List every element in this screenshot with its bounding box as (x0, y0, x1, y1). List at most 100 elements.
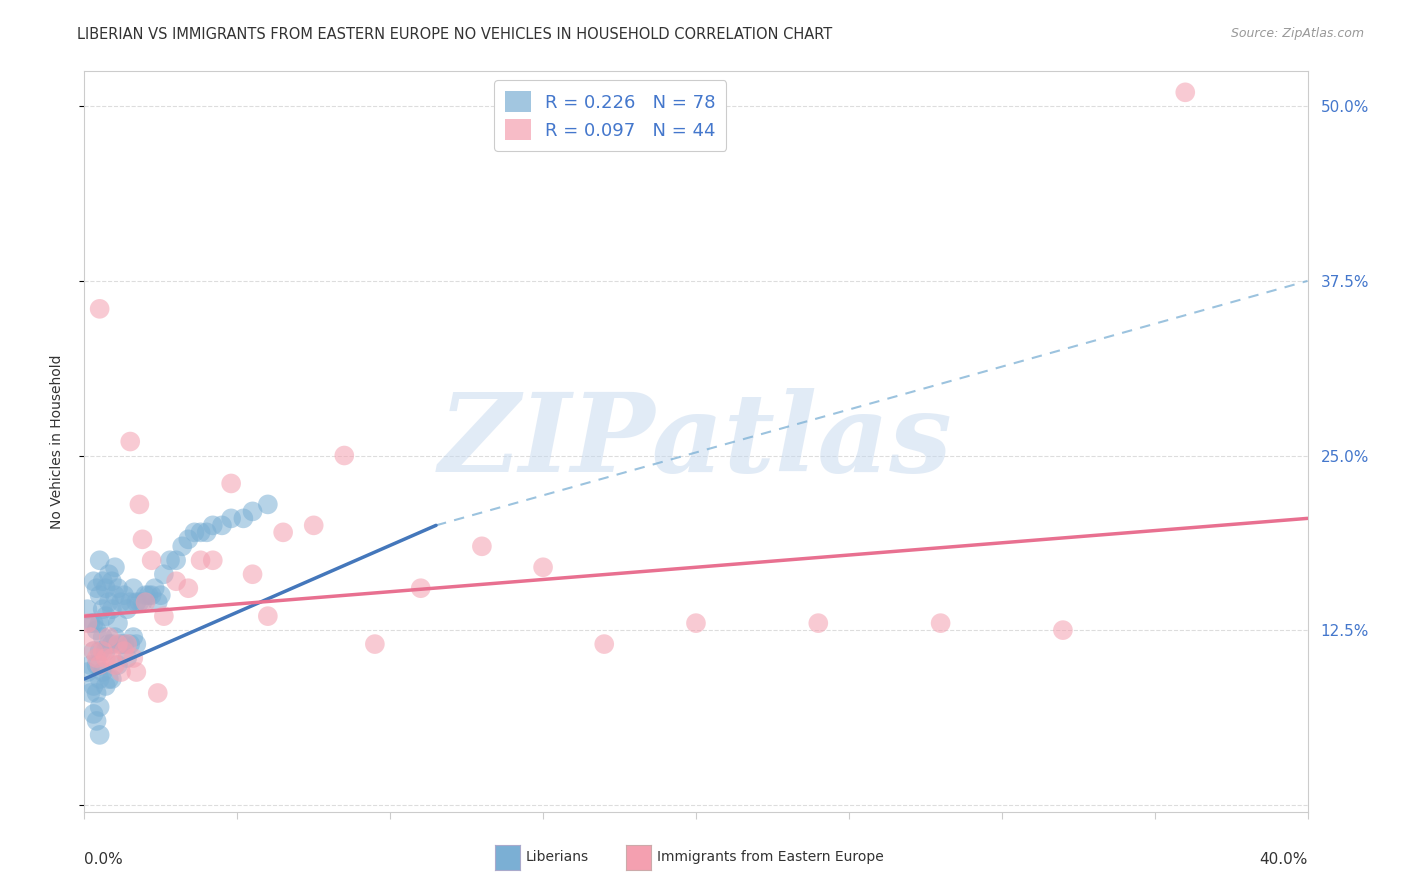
Point (685, 616, 707, 631)
Point (97, 672, 120, 686)
Point (177, 581, 200, 595)
Point (242, 567, 264, 582)
Point (125, 637, 148, 651)
Point (138, 588, 160, 602)
Point (89, 700, 111, 714)
Point (83, 574, 105, 589)
Point (83, 706, 105, 721)
Point (364, 637, 387, 651)
Point (593, 637, 616, 651)
Point (104, 560, 127, 574)
Point (86, 651, 108, 665)
Point (76, 602, 98, 616)
Point (76, 616, 98, 631)
Point (107, 616, 129, 631)
Point (115, 637, 138, 651)
Point (79, 658, 101, 673)
Point (97, 630, 120, 644)
Point (271, 525, 294, 540)
Point (110, 595, 132, 609)
Point (135, 588, 157, 602)
Point (91, 630, 114, 644)
Point (83, 616, 105, 631)
Point (122, 581, 145, 595)
Point (159, 553, 181, 567)
Point (76, 665, 98, 679)
Point (807, 616, 830, 631)
Point (183, 525, 205, 540)
Point (165, 553, 187, 567)
Point (141, 553, 163, 567)
Point (232, 511, 254, 525)
Point (1052, 623, 1074, 637)
Point (86, 581, 108, 595)
Point (128, 595, 150, 609)
Point (86, 623, 108, 637)
Point (302, 518, 325, 533)
Text: 0.0%: 0.0% (84, 853, 124, 867)
Point (110, 665, 132, 679)
Point (83, 644, 105, 658)
Point (531, 560, 554, 574)
Point (104, 658, 127, 673)
Point (190, 553, 212, 567)
Point (91, 602, 114, 616)
Point (83, 679, 105, 693)
Point (146, 595, 169, 609)
Point (131, 595, 153, 609)
Point (120, 434, 142, 449)
Point (97, 567, 120, 582)
Point (211, 518, 233, 533)
Text: Immigrants from Eastern Europe: Immigrants from Eastern Europe (657, 850, 883, 864)
Point (94, 609, 117, 624)
Point (89, 658, 111, 673)
Text: Source: ZipAtlas.com: Source: ZipAtlas.com (1230, 27, 1364, 40)
Legend: R = 0.226   N = 78, R = 0.097   N = 44: R = 0.226 N = 78, R = 0.097 N = 44 (495, 80, 727, 151)
Point (201, 553, 224, 567)
Point (91, 574, 114, 589)
Point (120, 595, 142, 609)
Point (86, 686, 108, 700)
Point (107, 637, 129, 651)
Point (86, 658, 108, 673)
Point (94, 679, 117, 693)
Text: LIBERIAN VS IMMIGRANTS FROM EASTERN EUROPE NO VEHICLES IN HOUSEHOLD CORRELATION : LIBERIAN VS IMMIGRANTS FROM EASTERN EURO… (77, 27, 832, 42)
Point (122, 651, 145, 665)
Point (112, 644, 135, 658)
Point (1174, 85, 1197, 99)
Point (89, 588, 111, 602)
Point (89, 616, 111, 631)
Point (89, 728, 111, 742)
Point (120, 637, 142, 651)
Point (112, 637, 135, 651)
Point (94, 644, 117, 658)
Point (128, 497, 150, 511)
Point (195, 525, 218, 540)
Point (94, 651, 117, 665)
Point (409, 581, 432, 595)
Text: 40.0%: 40.0% (1260, 853, 1308, 867)
Point (91, 644, 114, 658)
Point (115, 651, 138, 665)
Point (94, 581, 117, 595)
Point (146, 686, 169, 700)
Point (101, 637, 124, 651)
Point (172, 539, 194, 553)
Point (101, 672, 124, 686)
Point (125, 595, 148, 609)
Point (89, 301, 111, 316)
Text: Liberians: Liberians (526, 850, 589, 864)
Point (177, 533, 200, 547)
Point (122, 630, 145, 644)
Point (153, 567, 176, 582)
Point (112, 588, 135, 602)
Point (101, 574, 124, 589)
Point (219, 476, 242, 491)
Point (89, 644, 111, 658)
Point (79, 686, 101, 700)
Point (97, 595, 120, 609)
Point (91, 665, 114, 679)
Text: ZIPatlas: ZIPatlas (439, 388, 953, 495)
Y-axis label: No Vehicles in Household: No Vehicles in Household (49, 354, 63, 529)
Point (86, 714, 108, 728)
